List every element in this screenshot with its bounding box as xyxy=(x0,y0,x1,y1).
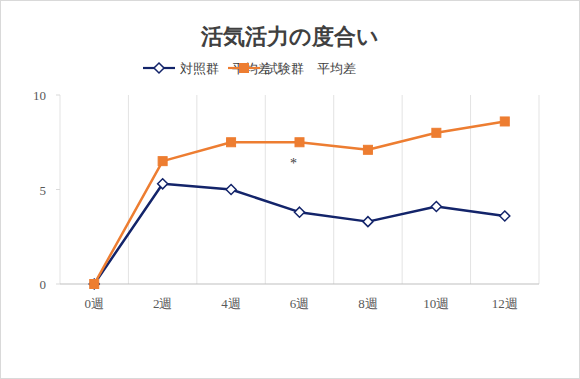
series-marker xyxy=(295,138,304,147)
series-marker xyxy=(158,157,167,166)
legend-marker xyxy=(240,64,249,73)
grid-line xyxy=(539,95,540,284)
grid-line xyxy=(128,95,129,284)
legend-marker xyxy=(154,63,164,73)
series-marker xyxy=(227,138,236,147)
series-marker xyxy=(158,179,168,189)
series-marker xyxy=(363,217,373,227)
legend: 対照群 平均差試験群 平均差 xyxy=(143,61,356,76)
y-tick-label: 5 xyxy=(40,183,47,198)
y-tick xyxy=(56,189,60,190)
grid-line xyxy=(402,95,403,284)
series-marker xyxy=(295,207,305,217)
series-marker xyxy=(500,117,509,126)
series-marker xyxy=(89,279,99,289)
x-tick-label: 8週 xyxy=(358,296,378,311)
series-marker xyxy=(363,145,372,154)
plot-area xyxy=(89,117,510,289)
grid-line xyxy=(196,95,197,284)
y-tick xyxy=(56,284,60,285)
series-line xyxy=(94,121,505,284)
x-tick-label: 4週 xyxy=(221,296,241,311)
series-line xyxy=(94,184,505,284)
grid-line xyxy=(470,95,471,284)
x-axis xyxy=(60,284,539,285)
chart-container: 活気活力の度合い対照群 平均差試験群 平均差 0 5 10 0週 2週 4週 6週 8週 10週 1… xyxy=(0,0,580,379)
x-tick-label: 10週 xyxy=(423,296,449,311)
grid-line xyxy=(333,95,334,284)
y-tick-label: 0 xyxy=(40,277,47,292)
x-tick-label: 6週 xyxy=(290,296,310,311)
legend-label: 試験群 平均差 xyxy=(265,61,356,76)
series-marker xyxy=(226,185,236,195)
x-tick-label: 0週 xyxy=(84,296,104,311)
chart-title: 活気活力の度合い xyxy=(200,24,379,49)
x-tick-label: 12週 xyxy=(492,296,518,311)
chart-svg: 活気活力の度合い対照群 平均差試験群 平均差 0 5 10 0週 2週 4週 6週 8週 10週 1… xyxy=(0,0,580,379)
y-tick-label: 10 xyxy=(33,88,46,103)
chart-border xyxy=(1,1,580,379)
series-marker xyxy=(432,128,441,137)
y-tick xyxy=(56,95,60,96)
series-marker xyxy=(90,280,99,289)
annotation: * xyxy=(290,156,297,171)
series-marker xyxy=(431,202,441,212)
grid-line xyxy=(265,95,266,284)
series-marker xyxy=(500,211,510,221)
legend-label: 対照群 平均差 xyxy=(180,61,271,76)
x-tick-label: 2週 xyxy=(153,296,173,311)
